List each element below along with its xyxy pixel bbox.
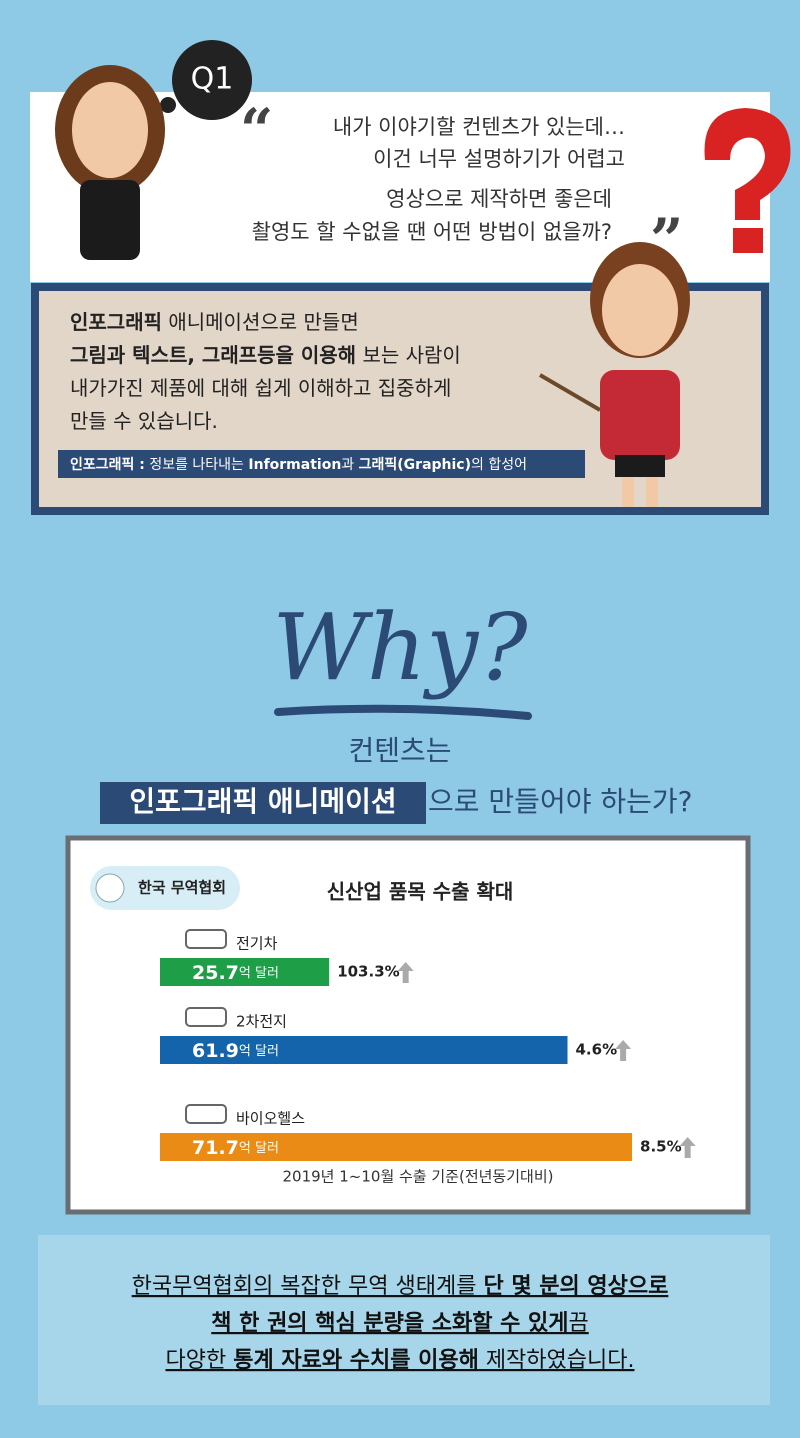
text-segment: 책 한 권의 핵심 분량을 소화할 수 있게 bbox=[211, 1311, 568, 1336]
value: 71.7 bbox=[192, 1137, 239, 1159]
text-segment: 과 bbox=[341, 457, 358, 473]
summary-box bbox=[38, 1235, 770, 1405]
source-logo bbox=[95, 873, 125, 903]
question-line: 내가 이야기할 컨텐츠가 있는데… bbox=[333, 115, 625, 139]
summary-line: 한국무역협회의 복잡한 무역 생태계를 단 몇 분의 영상으로 bbox=[132, 1274, 669, 1299]
category-label: 바이오헬스 bbox=[236, 1110, 305, 1128]
summary-line: 다양한 통계 자료와 수치를 이용해 제작하였습니다. bbox=[165, 1348, 634, 1373]
text-segment: 만들 수 있습니다. bbox=[70, 409, 218, 433]
question-mark bbox=[704, 108, 791, 220]
answer-line: 내가가진 제품에 대해 쉽게 이해하고 집중하게 bbox=[70, 376, 451, 400]
text-segment: 인포그래픽 : bbox=[70, 456, 145, 473]
text-segment: 한국무역협회의 복잡한 무역 생태계를 bbox=[132, 1274, 484, 1299]
text-segment: 그림과 텍스트, 그래프등을 이용해 bbox=[70, 343, 356, 367]
text-segment: 끔 bbox=[568, 1311, 588, 1336]
bar bbox=[160, 1036, 568, 1064]
why-title: Why? bbox=[272, 594, 528, 701]
growth-arrow bbox=[397, 962, 414, 983]
question-line: 영상으로 제작하면 좋은데 bbox=[386, 187, 612, 211]
category-icon bbox=[185, 1104, 227, 1124]
text-segment: 의 합성어 bbox=[471, 457, 527, 473]
text-segment: Information bbox=[248, 457, 341, 473]
growth-arrow bbox=[615, 1040, 632, 1061]
growth-label: 8.5% bbox=[640, 1138, 682, 1156]
text-segment: 인포그래픽 bbox=[70, 310, 162, 334]
bar-value: 71.7억 달러 bbox=[192, 1137, 279, 1159]
why-highlight: 인포그래픽 애니메이션 bbox=[129, 785, 396, 818]
value: 61.9 bbox=[192, 1040, 239, 1062]
thinking-woman bbox=[55, 65, 165, 260]
summary-line: 책 한 권의 핵심 분량을 소화할 수 있게끔 bbox=[211, 1311, 588, 1336]
badge-dot bbox=[160, 97, 176, 113]
answer-note: 인포그래픽 : 정보를 나타내는 Information과 그래픽(Graphi… bbox=[70, 456, 527, 473]
pointing-woman bbox=[538, 242, 690, 507]
unit: 억 달러 bbox=[239, 1044, 279, 1059]
unit: 억 달러 bbox=[239, 1141, 279, 1156]
question-dot bbox=[733, 228, 763, 253]
bar-value: 61.9억 달러 bbox=[192, 1040, 279, 1062]
why-line: 컨텐츠는 bbox=[348, 734, 451, 767]
question-line: 촬영도 할 수없을 땐 어떤 방법이 없을까? bbox=[252, 220, 612, 244]
text-segment: 단 몇 분의 영상으로 bbox=[483, 1274, 668, 1299]
text-segment: 정보를 나타내는 bbox=[145, 457, 249, 473]
question-line: 이건 너무 설명하기가 어렵고 bbox=[373, 147, 625, 171]
growth-arrow bbox=[679, 1137, 696, 1158]
chart-source: 한국 무역협회 bbox=[138, 879, 226, 897]
growth-label: 103.3% bbox=[337, 963, 399, 981]
text-segment: 애니메이션으로 만들면 bbox=[162, 310, 359, 334]
category-label: 전기차 bbox=[236, 935, 278, 953]
bar bbox=[160, 1133, 633, 1161]
why-underline bbox=[274, 704, 532, 720]
category-label: 2차전지 bbox=[236, 1013, 287, 1031]
answer-line: 그림과 텍스트, 그래프등을 이용해 보는 사람이 bbox=[70, 343, 461, 367]
open-quote: “ bbox=[240, 96, 273, 164]
why-rest: 으로 만들어야 하는가? bbox=[428, 785, 693, 818]
source-badge bbox=[90, 866, 240, 910]
chart-title: 신산업 품목 수출 확대 bbox=[327, 880, 514, 904]
text-segment: 다양한 bbox=[165, 1348, 233, 1373]
text-segment: 내가가진 제품에 대해 쉽게 이해하고 집중하게 bbox=[70, 376, 451, 400]
badge: Q1 bbox=[191, 62, 234, 97]
text-segment: 통계 자료와 수치를 이용해 bbox=[233, 1348, 479, 1373]
growth-label: 4.6% bbox=[576, 1041, 618, 1059]
highlight-box bbox=[100, 782, 426, 824]
answer-line: 인포그래픽 애니메이션으로 만들면 bbox=[70, 310, 359, 334]
category-icon bbox=[185, 929, 227, 949]
chart-note: 2019년 1~10월 수출 기준(전년동기대비) bbox=[283, 1168, 554, 1186]
text-segment: 제작하였습니다. bbox=[479, 1348, 635, 1373]
value: 25.7 bbox=[192, 962, 239, 984]
bar bbox=[160, 958, 330, 986]
badge-bubble bbox=[172, 40, 252, 120]
unit: 억 달러 bbox=[239, 966, 279, 981]
note-bar bbox=[58, 450, 585, 478]
answer-line: 만들 수 있습니다. bbox=[70, 409, 218, 433]
text-segment: 그래픽(Graphic) bbox=[359, 456, 471, 473]
text-segment: 보는 사람이 bbox=[356, 343, 461, 367]
bar-value: 25.7억 달러 bbox=[192, 962, 279, 984]
category-icon bbox=[185, 1007, 227, 1027]
